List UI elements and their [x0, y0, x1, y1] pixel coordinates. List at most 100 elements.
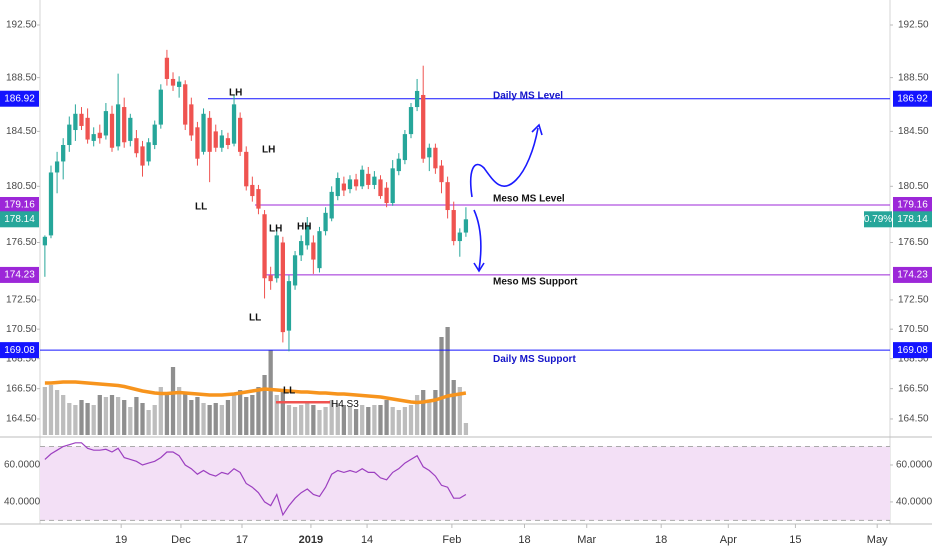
candle-body	[244, 151, 249, 187]
level-price-tag	[0, 90, 39, 107]
x-tick-label: Dec	[171, 534, 191, 546]
x-tick-label: 17	[236, 534, 248, 546]
candle-body	[219, 135, 224, 148]
candle-body	[189, 104, 194, 136]
candle-body	[170, 78, 176, 86]
volume-bar	[152, 405, 157, 435]
y-tick-label-right: 164.50	[898, 414, 929, 425]
candle-body	[152, 124, 157, 146]
price-tags: 186.92 186.92 179.16 179.16 174.23 174.23 169.…	[0, 90, 932, 359]
swing-label: LL	[283, 386, 295, 397]
candle-body	[73, 113, 78, 131]
volume-bar	[262, 375, 267, 435]
last-price-text: 178.14	[897, 214, 928, 225]
swing-label: LL	[249, 313, 261, 324]
y-tick-label: 188.50	[6, 72, 37, 83]
candle-body	[67, 124, 72, 146]
level-label: Meso MS Level	[493, 194, 565, 205]
candle-body	[372, 176, 377, 185]
volume-bar	[445, 327, 450, 435]
y-tick-label-right: 188.50	[898, 72, 929, 83]
volume-bar	[67, 403, 72, 435]
down-arrow	[473, 209, 482, 271]
y-tick-label-right: 172.50	[898, 295, 929, 306]
volume-bar	[48, 385, 54, 435]
volume-bar	[238, 390, 243, 435]
volume-bar	[54, 390, 60, 435]
candle-body	[183, 84, 188, 125]
y-tick-label: 172.50	[6, 295, 37, 306]
x-tick-label: 15	[789, 534, 801, 546]
swing-label: LH	[229, 88, 242, 99]
volume-layer	[42, 327, 469, 435]
volume-bar	[427, 400, 432, 435]
volume-bar	[299, 405, 304, 435]
level-price-tag	[0, 342, 39, 359]
level-price-tag	[0, 196, 39, 213]
drawings	[469, 123, 543, 273]
y-tick-label: 192.50	[6, 20, 37, 31]
last-price-text: 178.14	[4, 214, 35, 225]
volume-bar	[103, 397, 109, 435]
level-price-text: 174.23	[4, 270, 35, 281]
volume-bar	[421, 390, 426, 435]
volume-bar	[61, 395, 66, 435]
volume-bar	[146, 410, 151, 435]
candle-body	[286, 281, 292, 331]
volume-bar	[207, 405, 212, 435]
volume-bar	[378, 405, 383, 435]
candle-body	[274, 235, 279, 279]
candle-body	[421, 94, 426, 159]
volume-bar	[402, 407, 408, 435]
up-arrow	[469, 127, 539, 198]
swing-label: HH	[297, 222, 311, 233]
volume-bar	[91, 405, 96, 435]
candle-body	[329, 191, 334, 219]
volume-bar	[414, 395, 420, 435]
level-price-text: 169.08	[897, 345, 928, 356]
level-price-text: 179.16	[4, 200, 35, 211]
swing-label: LL	[195, 202, 207, 213]
volume-bar	[256, 387, 261, 435]
candle-body	[164, 57, 170, 79]
candle-body	[439, 165, 444, 183]
candle-body	[335, 178, 340, 197]
volume-bar	[390, 407, 395, 435]
candle-body	[61, 145, 66, 162]
pivot-label: H4 S3	[331, 399, 359, 410]
candle-body	[396, 158, 401, 172]
candle-body	[231, 104, 237, 144]
volume-bar	[366, 407, 371, 435]
level-label: Meso MS Support	[493, 277, 578, 288]
last-price-tag	[0, 211, 39, 228]
volume-bar	[463, 423, 469, 435]
candle-body	[427, 147, 432, 158]
volume-bar	[134, 397, 139, 435]
candle-body	[353, 179, 359, 187]
volume-bar	[384, 400, 389, 435]
volume-bar	[164, 395, 170, 435]
candle-body	[225, 138, 231, 146]
candle-body	[433, 147, 438, 169]
up-arrowhead	[531, 123, 543, 136]
candle-body	[250, 184, 255, 197]
candle-body	[201, 113, 206, 152]
volume-bar	[158, 387, 163, 435]
volume-bar	[451, 380, 456, 435]
volume-bar	[341, 405, 347, 435]
candle-body	[414, 90, 420, 108]
volume-bar	[408, 405, 414, 435]
y-tick-label-right: 166.50	[898, 383, 929, 394]
swing-label: LH	[269, 224, 282, 235]
y-tick-label-right: 180.50	[898, 181, 929, 192]
volume-bar	[360, 405, 365, 435]
level-price-tag	[893, 266, 932, 283]
candle-body	[146, 142, 151, 162]
down-arrowhead	[473, 262, 485, 273]
volume-bar	[73, 405, 78, 435]
volume-bar	[219, 405, 224, 435]
volume-bar	[176, 387, 182, 435]
candle-body	[445, 182, 450, 211]
volume-bar	[347, 407, 353, 435]
